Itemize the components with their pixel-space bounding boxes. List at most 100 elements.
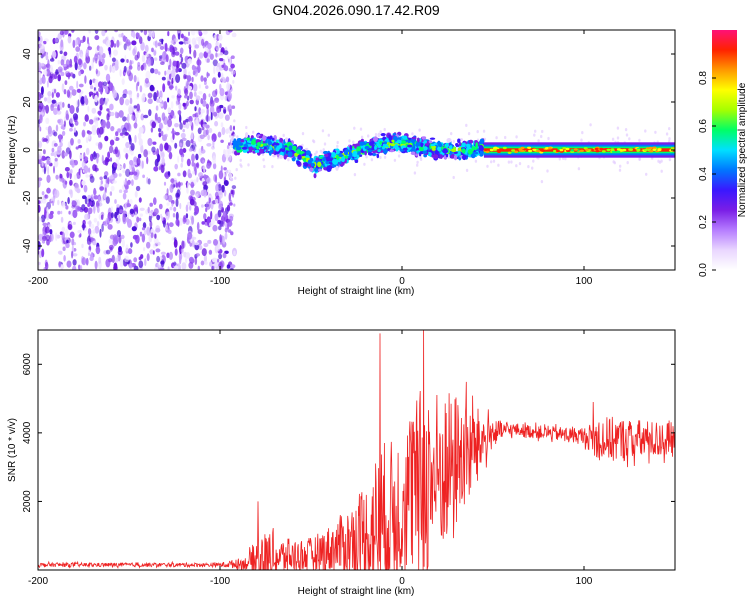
noise-blob — [173, 115, 176, 119]
noise-blob — [122, 192, 127, 200]
band-blob — [327, 165, 333, 170]
noise-blob — [190, 181, 195, 189]
noise-blob — [185, 118, 189, 123]
noise-blob — [203, 165, 206, 173]
noise-blob — [227, 169, 232, 175]
noise-blob — [51, 50, 57, 59]
band-blob — [423, 146, 428, 151]
spectrogram-xtick-label: -100 — [210, 276, 230, 287]
noise-blob — [64, 167, 70, 172]
band-blob — [392, 133, 397, 136]
noise-blob — [161, 216, 164, 221]
noise-blob — [218, 170, 224, 180]
speckle-blob — [547, 136, 550, 141]
noise-blob — [55, 232, 58, 242]
noise-blob — [221, 184, 225, 193]
noise-blob — [105, 196, 110, 204]
noise-blob — [157, 262, 160, 269]
noise-blob — [103, 175, 108, 180]
speckle-blob — [518, 162, 522, 166]
noise-blob — [150, 127, 154, 133]
noise-blob — [87, 228, 92, 235]
noise-blob — [164, 70, 167, 76]
noise-blob — [194, 205, 200, 215]
noise-blob — [114, 199, 117, 204]
noise-blob — [73, 211, 76, 217]
noise-blob — [126, 216, 129, 224]
band-blob — [332, 158, 338, 164]
noise-blob — [115, 217, 119, 222]
noise-blob — [143, 114, 149, 119]
noise-blob — [83, 62, 87, 70]
noise-blob — [96, 155, 99, 164]
noise-blob — [167, 266, 170, 270]
noise-blob — [220, 77, 226, 83]
noise-blob — [130, 242, 133, 248]
noise-blob — [80, 39, 85, 44]
noise-blob — [111, 254, 116, 263]
band-blob — [431, 147, 436, 151]
band-blob — [322, 157, 326, 162]
noise-blob — [191, 236, 197, 240]
noise-blob — [183, 215, 187, 220]
noise-blob — [38, 151, 43, 160]
speckle-blob — [625, 133, 629, 137]
noise-blob — [91, 107, 97, 114]
noise-blob — [135, 82, 138, 92]
noise-blob — [229, 215, 234, 222]
noise-blob — [63, 51, 68, 57]
noise-blob — [40, 214, 46, 223]
stable-line-blob — [511, 149, 516, 152]
noise-blob — [160, 164, 165, 174]
noise-blob — [73, 127, 76, 133]
noise-blob — [135, 185, 141, 192]
noise-blob — [208, 249, 213, 255]
noise-blob — [108, 244, 114, 250]
noise-blob — [175, 182, 179, 188]
noise-blob — [219, 191, 223, 199]
noise-blob — [188, 256, 194, 263]
noise-blob — [176, 94, 182, 99]
noise-blob — [218, 225, 222, 231]
noise-blob — [182, 142, 185, 150]
noise-blob — [188, 115, 193, 123]
noise-blob — [198, 91, 203, 95]
noise-blob — [182, 170, 187, 178]
noise-blob — [118, 189, 123, 193]
noise-blob — [40, 62, 45, 67]
noise-blob — [223, 189, 227, 197]
noise-blob — [201, 126, 205, 131]
speckle-blob — [322, 148, 325, 152]
noise-blob — [107, 151, 111, 159]
noise-blob — [51, 99, 57, 104]
noise-blob — [110, 212, 114, 219]
noise-blob — [41, 239, 46, 244]
band-blob — [458, 150, 461, 156]
noise-blob — [57, 66, 63, 73]
spectrogram-ytick-label: -20 — [22, 190, 33, 205]
noise-blob — [167, 47, 170, 52]
noise-blob — [128, 134, 131, 141]
speckle-blob — [668, 158, 672, 162]
noise-blob — [81, 257, 87, 266]
band-blob — [252, 138, 256, 144]
noise-blob — [180, 61, 183, 65]
speckle-blob — [365, 155, 368, 159]
noise-blob — [83, 184, 88, 193]
band-blob — [461, 148, 466, 154]
speckle-blob — [616, 136, 620, 140]
noise-blob — [155, 225, 161, 233]
noise-blob — [75, 146, 79, 150]
noise-blob — [206, 107, 209, 117]
noise-blob — [69, 72, 74, 77]
noise-blob — [68, 210, 71, 215]
speckle-blob — [323, 142, 327, 146]
noise-blob — [57, 60, 60, 65]
noise-blob — [83, 165, 89, 174]
speckle-blob — [541, 129, 544, 134]
noise-blob — [49, 229, 53, 235]
band-blob — [407, 144, 413, 148]
spectrogram-ytick-label: 40 — [22, 48, 33, 60]
speckle-blob — [239, 158, 242, 162]
band-blob — [423, 140, 428, 144]
